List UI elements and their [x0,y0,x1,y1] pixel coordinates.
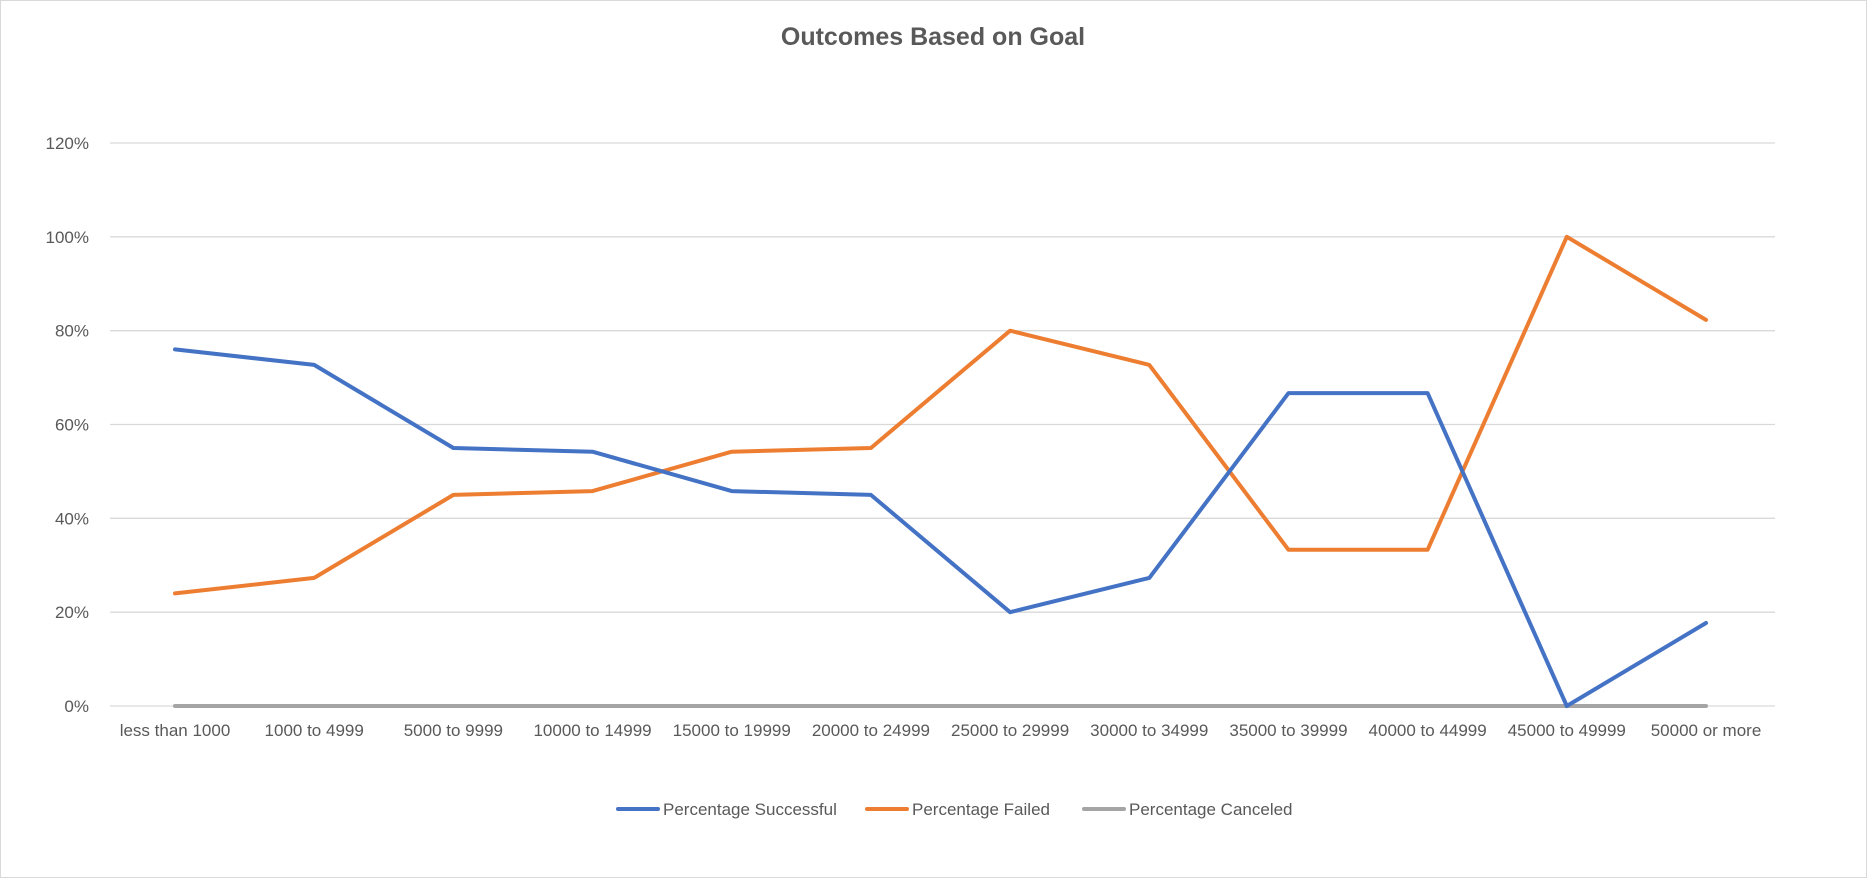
y-tick-label: 120% [46,134,89,153]
legend-label: Percentage Successful [663,800,837,819]
chart-title: Outcomes Based on Goal [781,23,1085,51]
y-tick-label: 100% [46,228,89,247]
y-tick-label: 60% [55,416,89,435]
gridlines [110,142,1775,707]
x-tick-label: 5000 to 9999 [404,721,503,740]
x-tick-label: 20000 to 24999 [812,721,930,740]
series-line-percentage-failed [173,234,1708,596]
x-tick-label: 1000 to 4999 [265,721,364,740]
y-axis-tick-labels: 0% 20% 40% 60% 80% 100% 120% [46,134,89,716]
series-lines [173,234,1708,708]
x-tick-label: 15000 to 19999 [673,721,791,740]
x-tick-label: 25000 to 29999 [951,721,1069,740]
x-tick-label: 45000 to 49999 [1508,721,1626,740]
legend-label: Percentage Canceled [1129,800,1293,819]
series-line-percentage-successful [173,347,1708,708]
x-tick-label: less than 1000 [120,721,231,740]
x-axis-tick-labels: less than 1000 1000 to 4999 5000 to 9999 10… [120,721,1762,740]
legend: Percentage Successful Percentage Failed Pe… [616,800,1293,819]
y-tick-label: 80% [55,322,89,341]
x-tick-label: 40000 to 44999 [1369,721,1487,740]
y-tick-label: 20% [55,603,89,622]
y-tick-label: 40% [55,509,89,528]
x-tick-label: 35000 to 39999 [1229,721,1347,740]
x-tick-label: 30000 to 34999 [1090,721,1208,740]
legend-label: Percentage Failed [912,800,1050,819]
x-tick-label: 10000 to 14999 [533,721,651,740]
x-tick-label: 50000 or more [1651,721,1762,740]
y-tick-label: 0% [64,697,89,716]
